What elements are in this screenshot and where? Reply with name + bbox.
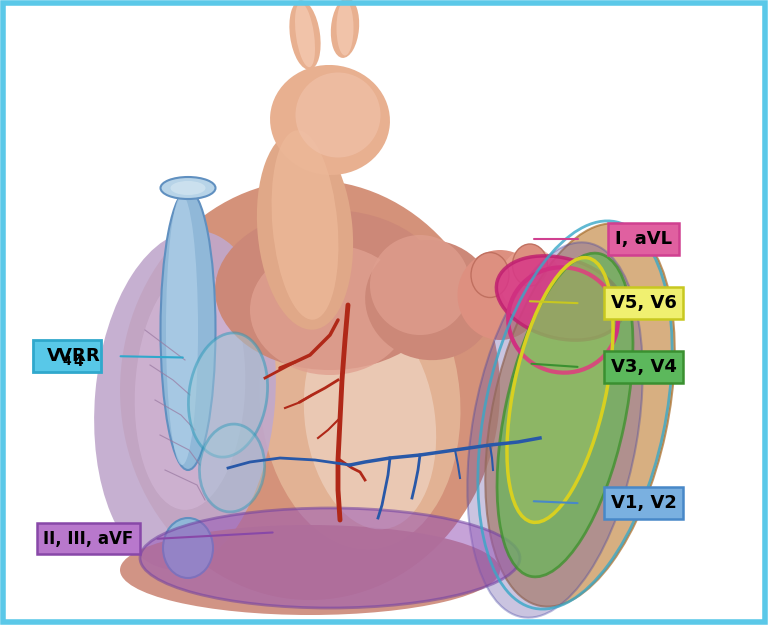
Text: I, aVL: I, aVL [615, 230, 672, 248]
Ellipse shape [161, 177, 216, 199]
Ellipse shape [296, 72, 380, 158]
Text: V5, V6: V5, V6 [611, 294, 677, 312]
Ellipse shape [120, 525, 500, 615]
Ellipse shape [170, 181, 206, 195]
Ellipse shape [188, 333, 267, 457]
Ellipse shape [512, 244, 548, 286]
Text: R: R [85, 348, 99, 365]
Ellipse shape [467, 242, 643, 618]
Ellipse shape [497, 253, 633, 577]
Ellipse shape [471, 253, 509, 298]
Ellipse shape [272, 131, 339, 319]
Text: V1, V2: V1, V2 [611, 494, 677, 512]
Ellipse shape [257, 130, 353, 330]
Ellipse shape [331, 0, 359, 58]
Ellipse shape [507, 258, 613, 522]
Ellipse shape [365, 240, 495, 360]
Text: II, III, aVF: II, III, aVF [43, 530, 134, 548]
Ellipse shape [496, 256, 624, 340]
Ellipse shape [500, 248, 560, 312]
Ellipse shape [304, 311, 436, 529]
Ellipse shape [140, 508, 520, 608]
Ellipse shape [336, 1, 353, 56]
Ellipse shape [163, 518, 213, 578]
Text: V3, V4: V3, V4 [611, 358, 677, 376]
Ellipse shape [290, 0, 320, 70]
Ellipse shape [270, 65, 390, 175]
FancyBboxPatch shape [34, 340, 101, 372]
Ellipse shape [161, 190, 216, 470]
Ellipse shape [166, 195, 198, 465]
Text: 4: 4 [62, 355, 71, 367]
Ellipse shape [120, 180, 500, 600]
Text: 4: 4 [74, 355, 83, 369]
Ellipse shape [260, 251, 461, 549]
Ellipse shape [458, 250, 542, 340]
Ellipse shape [250, 245, 410, 375]
Ellipse shape [200, 424, 265, 512]
Text: R: R [71, 348, 85, 365]
Text: V: V [47, 348, 61, 365]
Text: V: V [58, 348, 71, 365]
Ellipse shape [370, 235, 470, 335]
Ellipse shape [295, 2, 315, 68]
Ellipse shape [94, 231, 276, 569]
Ellipse shape [134, 270, 245, 510]
Ellipse shape [215, 210, 445, 370]
Ellipse shape [485, 223, 675, 607]
